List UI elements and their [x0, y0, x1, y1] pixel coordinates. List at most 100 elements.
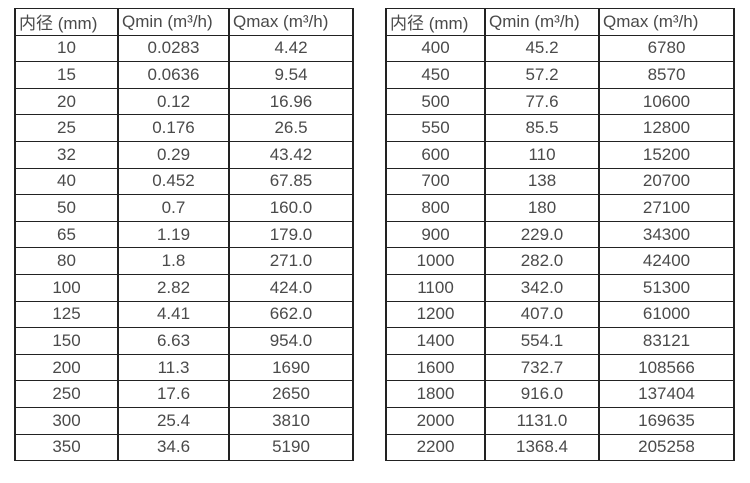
- table-cell: 916.0: [484, 380, 600, 408]
- table-cell: 65: [14, 220, 119, 249]
- table-cell: 250: [14, 380, 119, 408]
- table-cell: 34.6: [117, 433, 230, 462]
- table-cell: 25: [14, 114, 119, 142]
- table-cell: 900: [385, 220, 486, 249]
- table-cell: 0.29: [117, 140, 230, 169]
- table-cell: 17.6: [117, 380, 230, 408]
- table-cell: 954.0: [228, 327, 354, 355]
- column-header: Qmax (m³/h): [598, 8, 735, 36]
- table-cell: 271.0: [228, 247, 354, 275]
- table-cell: 26.5: [228, 114, 354, 142]
- table-row: 600 110 15200: [385, 140, 735, 169]
- table-cell: 6.63: [117, 327, 230, 355]
- table-row: 1100 342.0 51300: [385, 273, 735, 302]
- table-cell: 20: [14, 87, 119, 116]
- table-cell: 407.0: [484, 300, 600, 329]
- column-header: Qmax (m³/h): [228, 8, 354, 36]
- table-row: 550 85.5 12800: [385, 114, 735, 142]
- table-row: 300 25.4 3810: [14, 406, 354, 435]
- table-cell: 50: [14, 194, 119, 222]
- table-row: 500 77.6 10600: [385, 87, 735, 116]
- table-cell: 300: [14, 406, 119, 435]
- table-cell: 1.19: [117, 220, 230, 249]
- table-cell: 51300: [598, 273, 735, 302]
- table-cell: 282.0: [484, 247, 600, 275]
- table-cell: 27100: [598, 194, 735, 222]
- table-cell: 1100: [385, 273, 486, 302]
- table-row: 250 17.6 2650: [14, 380, 354, 408]
- table-cell: 2200: [385, 433, 486, 462]
- table-cell: 1131.0: [484, 406, 600, 435]
- table-row: 1200 407.0 61000: [385, 300, 735, 329]
- table-cell: 12800: [598, 114, 735, 142]
- table-row: 1800 916.0 137404: [385, 380, 735, 408]
- table-cell: 4.42: [228, 34, 354, 63]
- table-cell: 0.0283: [117, 34, 230, 63]
- table-cell: 2000: [385, 406, 486, 435]
- table-cell: 80: [14, 247, 119, 275]
- table-row: 15 0.0636 9.54: [14, 61, 354, 89]
- table-cell: 205258: [598, 433, 735, 462]
- table-cell: 200: [14, 353, 119, 382]
- table-cell: 1.8: [117, 247, 230, 275]
- table-row: 1000 282.0 42400: [385, 247, 735, 275]
- table-row: 350 34.6 5190: [14, 433, 354, 462]
- table-row: 1400 554.1 83121: [385, 327, 735, 355]
- table-cell: 342.0: [484, 273, 600, 302]
- table-row: 1600 732.7 108566: [385, 353, 735, 382]
- table-cell: 15: [14, 61, 119, 89]
- table-row: 700 138 20700: [385, 167, 735, 196]
- table-cell: 137404: [598, 380, 735, 408]
- table-cell: 2.82: [117, 273, 230, 302]
- table-cell: 1000: [385, 247, 486, 275]
- table-cell: 67.85: [228, 167, 354, 196]
- table-cell: 450: [385, 61, 486, 89]
- table-cell: 1800: [385, 380, 486, 408]
- table-cell: 732.7: [484, 353, 600, 382]
- table-cell: 500: [385, 87, 486, 116]
- table-cell: 550: [385, 114, 486, 142]
- table-cell: 138: [484, 167, 600, 196]
- table-cell: 180: [484, 194, 600, 222]
- table-cell: 1400: [385, 327, 486, 355]
- table-cell: 0.0636: [117, 61, 230, 89]
- table-cell: 1368.4: [484, 433, 600, 462]
- table-row: 200 11.3 1690: [14, 353, 354, 382]
- table-row: 125 4.41 662.0: [14, 300, 354, 329]
- table-row: 32 0.29 43.42: [14, 140, 354, 169]
- table-cell: 42400: [598, 247, 735, 275]
- table-cell: 45.2: [484, 34, 600, 63]
- table-row: 10 0.0283 4.42: [14, 34, 354, 63]
- header-row: 内径 (mm) Qmin (m³/h) Qmax (m³/h): [385, 8, 735, 36]
- table-cell: 0.7: [117, 194, 230, 222]
- table-row: 50 0.7 160.0: [14, 194, 354, 222]
- table-cell: 1600: [385, 353, 486, 382]
- table-row: 450 57.2 8570: [385, 61, 735, 89]
- table-row: 400 45.2 6780: [385, 34, 735, 63]
- table-cell: 10: [14, 34, 119, 63]
- header-row: 内径 (mm) Qmin (m³/h) Qmax (m³/h): [14, 8, 354, 36]
- table-row: 2000 1131.0 169635: [385, 406, 735, 435]
- table-cell: 85.5: [484, 114, 600, 142]
- table-row: 100 2.82 424.0: [14, 273, 354, 302]
- table-cell: 0.176: [117, 114, 230, 142]
- table-cell: 662.0: [228, 300, 354, 329]
- table-cell: 4.41: [117, 300, 230, 329]
- table-cell: 600: [385, 140, 486, 169]
- table-cell: 20700: [598, 167, 735, 196]
- table-cell: 800: [385, 194, 486, 222]
- table-cell: 229.0: [484, 220, 600, 249]
- table-cell: 25.4: [117, 406, 230, 435]
- table-cell: 15200: [598, 140, 735, 169]
- table-row: 150 6.63 954.0: [14, 327, 354, 355]
- table-row: 20 0.12 16.96: [14, 87, 354, 116]
- table-cell: 160.0: [228, 194, 354, 222]
- table-cell: 5190: [228, 433, 354, 462]
- table-row: 65 1.19 179.0: [14, 220, 354, 249]
- table-cell: 0.452: [117, 167, 230, 196]
- table-row: 2200 1368.4 205258: [385, 433, 735, 462]
- table-cell: 6780: [598, 34, 735, 63]
- table-cell: 169635: [598, 406, 735, 435]
- flow-range-table-small-diameters: 内径 (mm) Qmin (m³/h) Qmax (m³/h) 10 0.0283 4.…: [14, 8, 354, 462]
- table-row: 80 1.8 271.0: [14, 247, 354, 275]
